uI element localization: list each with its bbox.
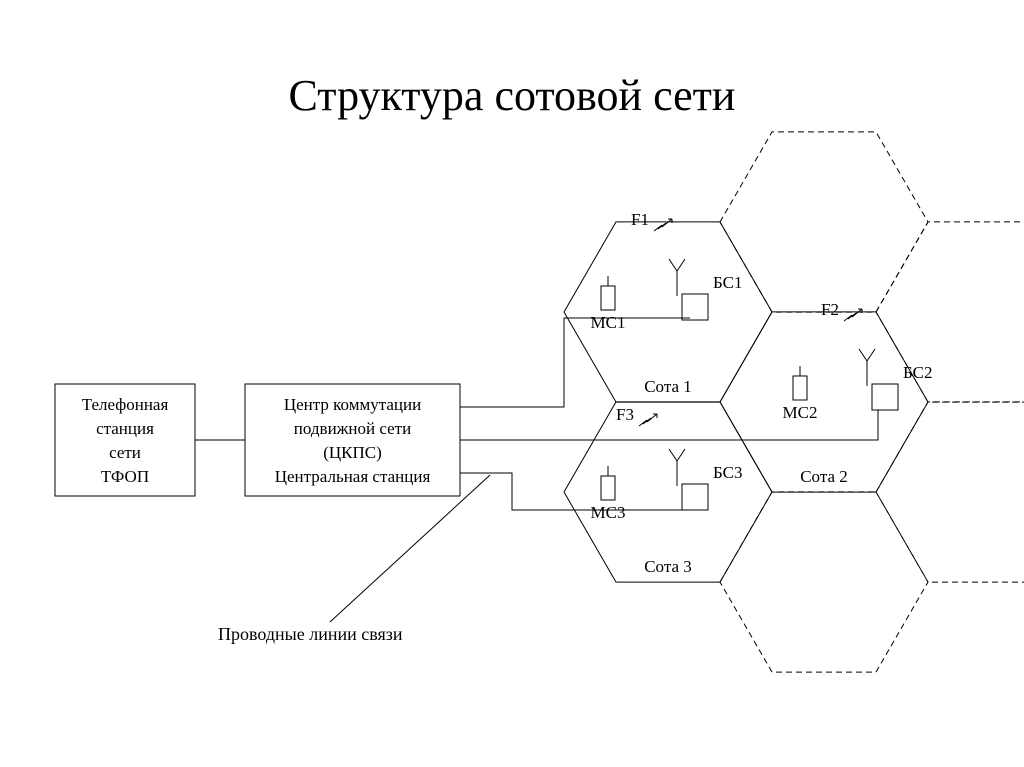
bs-label: БС2 [903, 363, 932, 382]
ms-icon [793, 376, 807, 400]
freq-arrow-icon [639, 414, 657, 426]
bs-label: БС3 [713, 463, 742, 482]
msc-line-2: (ЦКПС) [323, 443, 382, 462]
pstn-line-0: Телефонная [82, 395, 169, 414]
ms-icon [601, 286, 615, 310]
bs-label: БС1 [713, 273, 742, 292]
cellular-network-diagram: Сота 1 Сота 2 Сота 3 Телефонная станция сети Т… [0, 0, 1024, 767]
freq-arrow-icon [654, 219, 672, 231]
pstn-line-3: ТФОП [101, 467, 149, 486]
hex-cell_top [720, 132, 928, 312]
pstn-line-2: сети [109, 443, 141, 462]
ms-label: МС3 [591, 503, 626, 522]
freq-label: F3 [616, 405, 634, 424]
ms-label: МС2 [783, 403, 818, 422]
wire-callout-line [330, 475, 490, 622]
freq-label: F1 [631, 210, 649, 229]
bs-icon [682, 484, 708, 510]
freq-label: F2 [821, 300, 839, 319]
hex-label-cell3: Сота 3 [644, 557, 692, 576]
msc-line-0: Центр коммутации [284, 395, 421, 414]
bs-icon [682, 294, 708, 320]
pstn-line-1: станция [96, 419, 154, 438]
bs-icon [872, 384, 898, 410]
hex-cell_r [876, 222, 1024, 402]
msc-line-1: подвижной сети [294, 419, 411, 438]
ms-icon [601, 476, 615, 500]
hex-cell3 [564, 402, 772, 582]
freq-arrow-icon [844, 309, 862, 321]
hex-cell_r2 [876, 402, 1024, 582]
hex-cell2 [720, 312, 928, 492]
callout-wired-lines: Проводные линии связи [218, 624, 403, 644]
msc-line-3: Центральная станция [275, 467, 431, 486]
hex-label-cell2: Сота 2 [800, 467, 848, 486]
hex-cell1 [564, 222, 772, 402]
hex-cell_br [720, 492, 928, 672]
hex-label-cell1: Сота 1 [644, 377, 692, 396]
ms-label: МС1 [591, 313, 626, 332]
wire-msc-bs3 [460, 473, 690, 510]
